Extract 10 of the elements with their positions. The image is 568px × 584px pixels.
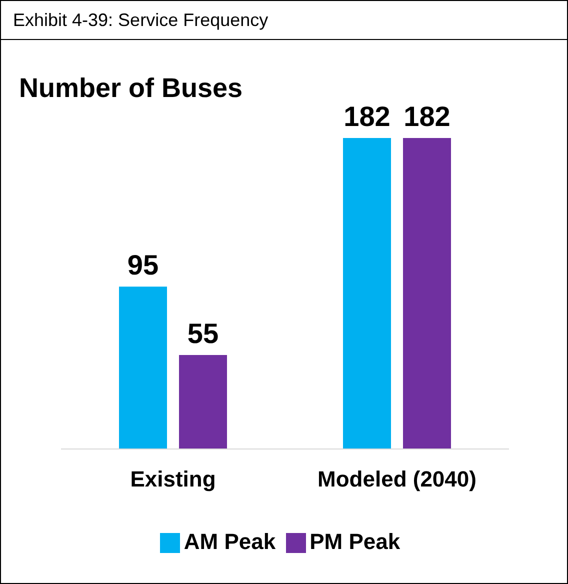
x-tick-label: Modeled (2040) — [318, 466, 476, 492]
chart-subtitle: Number of Buses — [19, 73, 243, 104]
chart-title: Exhibit 4-39: Service Frequency — [1, 1, 567, 40]
data-label: 95 — [127, 250, 159, 281]
data-label: 182 — [344, 101, 390, 132]
legend-label: AM Peak — [184, 529, 276, 554]
x-tick-label: Existing — [130, 466, 216, 492]
data-label: 55 — [187, 318, 219, 350]
legend-label: PM Peak — [310, 529, 400, 554]
data-label: 182 — [404, 101, 450, 132]
